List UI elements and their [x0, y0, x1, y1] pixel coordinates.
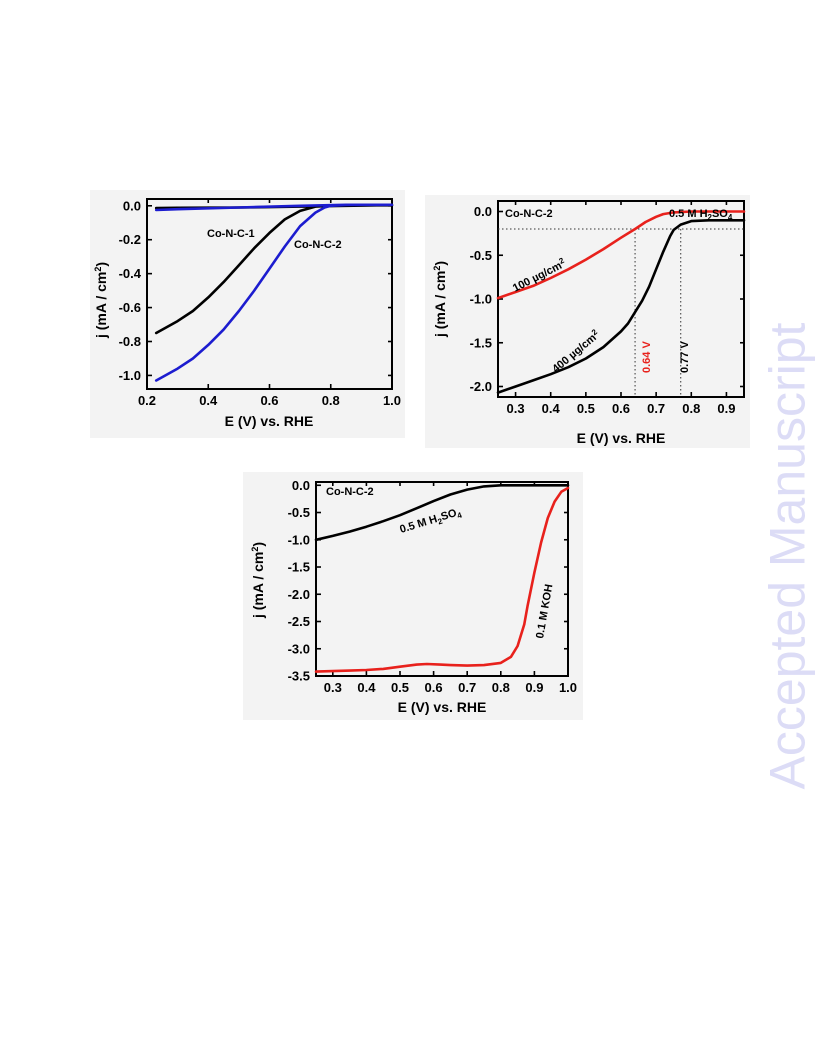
- y-tick-label: -1.0: [119, 368, 141, 383]
- y-tick-label: -0.2: [119, 232, 141, 247]
- y-tick-label: -2.0: [288, 587, 310, 602]
- y-tick-label: 0.0: [123, 198, 141, 213]
- series-line-400-g-cm2: [496, 219, 746, 394]
- y-tick-label: -1.0: [288, 532, 310, 547]
- x-tick-label: 0.5: [391, 680, 409, 695]
- chart-2-label-0-77v: 0.77 V: [679, 341, 691, 373]
- x-tick-label: 0.9: [525, 680, 543, 695]
- x-tick-label: 0.6: [260, 393, 278, 408]
- y-tick-label: -0.5: [288, 505, 310, 520]
- x-tick-label: 0.6: [425, 680, 443, 695]
- chart-3: 0.3 0.4 0.5 0.6 0.7 0.8 0.9 1.0 0.0 -0.5 -1.0 -1.5 -…: [243, 472, 583, 720]
- x-tick-label: 0.6: [612, 401, 630, 416]
- y-tick-label: -1.0: [470, 292, 492, 307]
- x-tick-label: 0.5: [577, 401, 595, 416]
- chart-2-ticks: 0.3 0.4 0.5 0.6 0.7 0.8 0.9 0.0 -0.5 -1.0 -1.5 -2.0: [470, 201, 744, 416]
- x-tick-label: 1.0: [383, 393, 401, 408]
- chart-3-frame: [315, 481, 569, 677]
- chart-2-x-axis-label: E (V) vs. RHE: [577, 430, 666, 446]
- x-tick-label: 0.8: [682, 401, 700, 416]
- x-tick-label: 0.7: [458, 680, 476, 695]
- x-tick-label: 0.4: [542, 401, 561, 416]
- y-tick-label: -1.5: [470, 335, 492, 350]
- chart-2-series: [496, 210, 746, 394]
- x-tick-label: 0.2: [138, 393, 156, 408]
- x-tick-label: 0.8: [322, 393, 340, 408]
- chart-3-title-left: Co-N-C-2: [326, 486, 374, 498]
- chart-1-y-axis-label: j (mA / cm2): [93, 262, 109, 339]
- x-tick-label: 0.9: [717, 401, 735, 416]
- y-tick-label: 0.0: [292, 478, 310, 493]
- x-tick-label: 1.0: [559, 680, 577, 695]
- series-line-0-1-m-koh: [314, 486, 570, 673]
- x-tick-label: 0.4: [357, 680, 376, 695]
- chart-3-panel: [243, 472, 583, 720]
- y-tick-label: 0.0: [474, 204, 492, 219]
- chart-2-title-right: 0.5 M H2SO4: [669, 208, 733, 222]
- chart-1: 0.2 0.4 0.6 0.8 1.0 0.0 -0.2 -0.4 -0.6 -0.8 -1.0 E…: [90, 190, 405, 438]
- chart-1-x-axis-label: E (V) vs. RHE: [225, 413, 314, 429]
- y-tick-label: -2.5: [288, 614, 310, 629]
- series-line-0-5-m-h2so4: [314, 484, 570, 542]
- x-tick-label: 0.4: [199, 393, 218, 408]
- y-tick-label: -3.5: [288, 669, 310, 684]
- x-tick-label: 0.8: [492, 680, 510, 695]
- chart-3-x-axis-label: E (V) vs. RHE: [398, 699, 487, 715]
- chart-1-ticks: 0.2 0.4 0.6 0.8 1.0 0.0 -0.2 -0.4 -0.6 -0.8 -1.0: [119, 198, 401, 408]
- chart-1-series: [154, 203, 394, 382]
- chart-3-series: [314, 484, 570, 673]
- series-line-co-n-c-2: [154, 203, 394, 382]
- y-tick-label: -0.8: [119, 334, 141, 349]
- chart-2: 0.3 0.4 0.5 0.6 0.7 0.8 0.9 0.0 -0.5 -1.0 -1.5 -2.0…: [425, 195, 750, 448]
- y-tick-label: -2.0: [470, 379, 492, 394]
- chart-1-panel: [90, 190, 405, 438]
- watermark-text: Accepted Manuscript: [759, 322, 815, 790]
- chart-2-panel: [425, 195, 750, 448]
- x-tick-label: 0.3: [324, 680, 342, 695]
- y-tick-label: -0.4: [119, 266, 142, 281]
- chart-3-y-axis-label: j (mA / cm2): [250, 542, 266, 619]
- x-tick-label: 0.3: [507, 401, 525, 416]
- x-tick-label: 0.7: [647, 401, 665, 416]
- chart-2-label-0-64v: 0.64 V: [641, 341, 653, 373]
- y-tick-label: -0.5: [470, 248, 492, 263]
- series-line-100-g-cm2: [496, 210, 746, 300]
- chart-2-title-left: Co-N-C-2: [505, 208, 553, 220]
- chart-1-annotation-co-n-c-2: Co-N-C-2: [294, 239, 342, 251]
- y-tick-label: -1.5: [288, 560, 310, 575]
- chart-1-annotation-co-n-c-1: Co-N-C-1: [207, 228, 255, 240]
- y-tick-label: -3.0: [288, 641, 310, 656]
- y-tick-label: -0.6: [119, 300, 141, 315]
- chart-2-y-axis-label: j (mA / cm2): [432, 261, 448, 338]
